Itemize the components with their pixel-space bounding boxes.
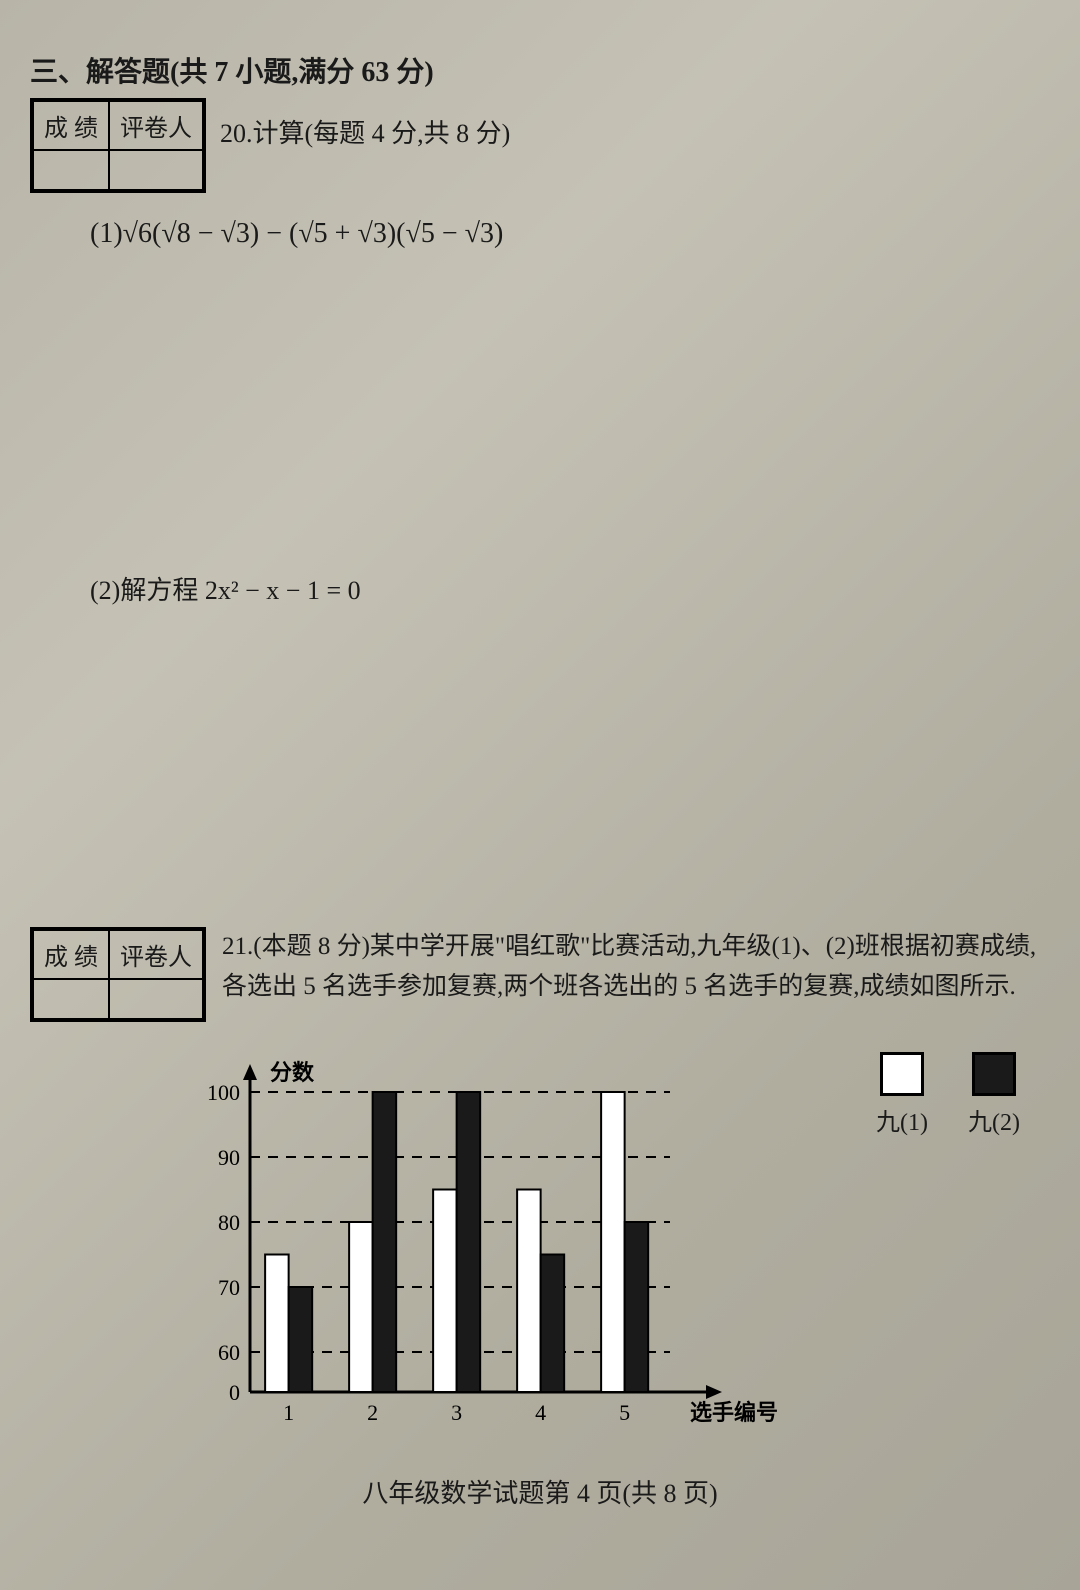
score-chart: 九(1) 九(2) 分数 0 60 70 80 90 100 1 2 3 4 5 选手编号 [180,1052,1050,1437]
legend-label-2: 九(2) [968,1102,1020,1137]
legend-label-1: 九(1) [876,1102,928,1137]
q20-block: 成 绩 评卷人 20.计算(每题 4 分,共 8 分) (1)√6(√8 − √… [30,98,1050,607]
q20-part1-label: (1) [90,218,123,249]
svg-text:5: 5 [619,1400,630,1425]
score-box-q20: 成 绩 评卷人 [30,98,206,193]
svg-text:分数: 分数 [270,1060,315,1085]
svg-text:4: 4 [535,1400,546,1425]
svg-text:90: 90 [218,1145,240,1170]
q20-title: 20.计算(每题 4 分,共 8 分) [220,113,510,150]
page-footer: 八年级数学试题第 4 页(共 8 页) [30,1473,1050,1510]
score-cell [33,150,109,190]
legend-swatch-1 [880,1052,924,1096]
q20-part2: (2)解方程 2x² − x − 1 = 0 [90,570,1050,607]
legend-item-2: 九(2) [968,1052,1020,1137]
svg-text:选手编号: 选手编号 [690,1400,778,1425]
q20-part1-formula: √6(√8 − √3) − (√5 + √3)(√5 − √3) [123,218,504,249]
score-box-q21: 成 绩 评卷人 [30,927,206,1022]
svg-text:1: 1 [283,1400,294,1425]
chart-legend: 九(1) 九(2) [876,1052,1020,1137]
section-title: 三、解答题(共 7 小题,满分 63 分) [30,50,1050,90]
grader-cell [109,150,203,190]
grader-col-label: 评卷人 [109,101,203,150]
q21-block: 成 绩 评卷人 21.(本题 8 分)某中学开展"唱红歌"比赛活动,九年级(1)… [30,927,1050,1022]
legend-swatch-2 [972,1052,1016,1096]
grader-col-label: 评卷人 [109,930,203,979]
score-col-label: 成 绩 [33,930,109,979]
svg-text:70: 70 [218,1275,240,1300]
chart-svg: 分数 0 60 70 80 90 100 1 2 3 4 5 选手编号 [180,1052,900,1432]
q21-text: 21.(本题 8 分)某中学开展"唱红歌"比赛活动,九年级(1)、(2)班根据初… [222,927,1050,1007]
legend-item-1: 九(1) [876,1052,928,1137]
score-cell [33,979,109,1019]
svg-text:0: 0 [229,1380,240,1405]
score-col-label: 成 绩 [33,101,109,150]
grader-cell [109,979,203,1019]
q20-part1: (1)√6(√8 − √3) − (√5 + √3)(√5 − √3) [90,218,1050,250]
exam-page: 三、解答题(共 7 小题,满分 63 分) 成 绩 评卷人 20.计算(每题 4… [30,50,1050,1560]
svg-text:60: 60 [218,1340,240,1365]
svg-text:2: 2 [367,1400,378,1425]
svg-text:3: 3 [451,1400,462,1425]
svg-text:100: 100 [207,1080,240,1105]
svg-text:80: 80 [218,1210,240,1235]
